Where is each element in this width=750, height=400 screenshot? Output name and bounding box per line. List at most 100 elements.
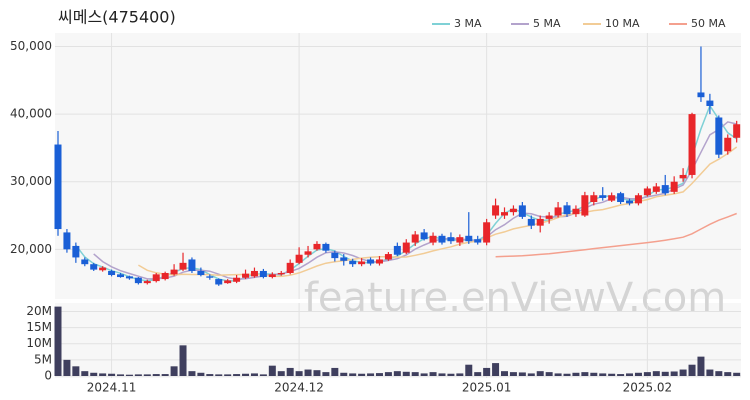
volume-bar — [643, 372, 651, 376]
volume-bar — [429, 372, 437, 376]
candle-body — [688, 114, 696, 175]
candle-body — [483, 222, 491, 243]
volume-bar — [117, 374, 125, 376]
volume-bar — [242, 373, 250, 376]
volume-bar — [206, 374, 214, 376]
volume-bar — [402, 371, 410, 376]
candle-body — [581, 195, 589, 216]
volume-tick-label: 5M — [34, 352, 52, 366]
candle-body — [429, 235, 437, 243]
volume-tick-label: 15M — [26, 320, 52, 334]
candle-body — [340, 257, 348, 261]
candle-body — [643, 188, 651, 196]
candle-body — [474, 239, 482, 243]
volume-bar — [125, 374, 133, 376]
candle-body — [420, 232, 428, 240]
volume-bar — [634, 372, 642, 376]
y-tick-label: 50,000 — [10, 39, 52, 53]
candle-body — [501, 212, 508, 216]
volume-bar — [152, 374, 160, 376]
candle-body — [224, 280, 232, 284]
volume-bar — [72, 366, 80, 376]
x-tick-label: 2025.01 — [462, 381, 512, 395]
candle-body — [715, 117, 723, 155]
candle-body — [286, 262, 294, 273]
candle-body — [259, 270, 267, 278]
volume-bar — [197, 372, 205, 376]
volume-bar — [509, 372, 517, 376]
volume-panel — [55, 303, 741, 378]
volume-bar — [652, 371, 660, 376]
candle-body — [384, 254, 392, 260]
candle-body — [358, 261, 366, 265]
volume-bar — [161, 374, 169, 376]
volume-bar — [554, 373, 562, 376]
candle-body — [375, 259, 383, 264]
volume-bar — [134, 374, 142, 376]
y-tick-label: 30,000 — [10, 174, 52, 188]
volume-bar — [527, 373, 535, 376]
candle-body — [670, 181, 678, 192]
candle-body — [679, 174, 687, 179]
volume-bar — [259, 374, 267, 376]
volume-bar — [706, 369, 714, 376]
candle-body — [626, 200, 634, 204]
candle-body — [554, 207, 562, 216]
volume-bar — [536, 371, 544, 376]
candle-body — [268, 274, 276, 278]
candle-body — [179, 262, 187, 270]
candle-body — [634, 195, 642, 204]
candle-body — [313, 243, 321, 250]
volume-bar — [474, 372, 482, 376]
volume-bar — [447, 373, 455, 376]
candle-body — [411, 234, 419, 243]
volume-tick-label: 0 — [44, 369, 52, 383]
volume-bar — [563, 373, 571, 376]
candle-body — [572, 208, 580, 215]
candle-body — [170, 269, 178, 275]
volume-bar — [277, 371, 285, 376]
volume-bar — [233, 374, 241, 376]
volume-bar — [143, 374, 151, 376]
candle-body — [295, 254, 303, 263]
candle-body — [250, 270, 258, 277]
x-tick-label: 2024.12 — [274, 381, 324, 395]
volume-bar — [688, 364, 696, 376]
legend-label: 50 MA — [691, 17, 726, 30]
candle-body — [304, 251, 312, 255]
legend-label: 3 MA — [454, 17, 482, 30]
candle-body — [599, 195, 607, 198]
volume-bar — [715, 371, 723, 376]
volume-bar — [268, 365, 276, 376]
y-tick-label: 20,000 — [10, 242, 52, 256]
volume-bar — [81, 371, 89, 376]
watermark: feature.enViewV.com — [304, 275, 726, 321]
volume-bar — [679, 369, 687, 376]
candle-body — [72, 245, 80, 258]
candle-body — [402, 242, 410, 253]
candle-body — [117, 274, 125, 278]
candle-body — [545, 215, 553, 219]
volume-bar — [90, 372, 98, 376]
volume-bar — [581, 372, 589, 376]
candle-body — [697, 92, 705, 98]
volume-bar — [384, 372, 392, 376]
candle-body — [438, 235, 446, 243]
volume-bar — [304, 369, 312, 376]
volume-bar — [322, 372, 330, 376]
candle-body — [563, 205, 571, 215]
volume-bar — [108, 373, 116, 376]
legend-label: 10 MA — [605, 17, 640, 30]
volume-bar — [617, 374, 625, 376]
volume-bar — [295, 371, 303, 376]
candle-body — [161, 272, 169, 280]
volume-bar — [545, 372, 553, 376]
ma-line — [495, 212, 737, 258]
volume-bar — [358, 373, 366, 376]
candle-body — [108, 270, 116, 276]
candle-body — [393, 245, 401, 255]
candle-body — [492, 205, 500, 216]
volume-bar — [215, 374, 223, 376]
volume-bar — [179, 345, 187, 376]
volume-bar — [367, 373, 375, 376]
